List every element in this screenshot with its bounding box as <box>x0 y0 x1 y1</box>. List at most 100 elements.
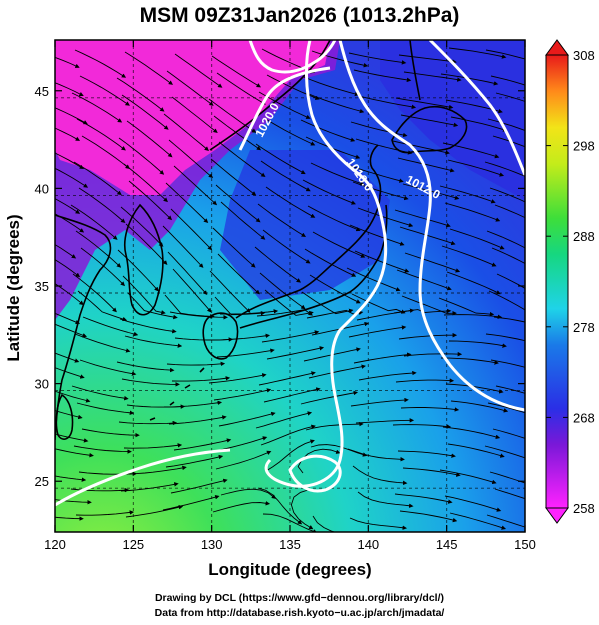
isobar-low-loop <box>288 454 342 493</box>
streamline <box>449 512 507 530</box>
streamline <box>447 443 505 458</box>
streamline <box>76 118 126 151</box>
streamline <box>78 187 126 224</box>
streamline <box>300 119 356 142</box>
colorbar-tick-label: 268 <box>573 410 595 425</box>
streamline <box>261 330 320 343</box>
streamline <box>123 443 183 449</box>
streamline <box>254 246 302 283</box>
streamline <box>173 165 218 206</box>
streamline <box>441 245 497 267</box>
streamline <box>73 445 132 454</box>
streamline <box>122 275 166 315</box>
streamline <box>120 206 164 247</box>
streamline <box>492 135 525 148</box>
streamline <box>484 445 525 459</box>
streamline <box>70 204 118 240</box>
streamline <box>395 378 455 383</box>
streamline <box>490 75 525 86</box>
streamline <box>116 77 165 112</box>
streamline <box>312 515 336 532</box>
streamline <box>438 297 495 317</box>
streamline <box>312 231 366 258</box>
isobar-1012-east <box>428 40 525 176</box>
streamline <box>349 224 405 246</box>
map-plot-area: 1020.0 1016.0 1012.0 <box>55 40 525 532</box>
streamline <box>348 52 407 65</box>
streamline <box>163 400 223 408</box>
streamline <box>403 351 463 357</box>
streamline <box>123 163 168 203</box>
streamline <box>399 510 458 523</box>
streamline <box>121 378 180 387</box>
x-tick-label: 150 <box>514 537 536 552</box>
streamline <box>487 118 525 131</box>
streamline <box>350 121 408 138</box>
streamline <box>81 135 130 169</box>
streamline <box>126 120 173 158</box>
streamline <box>357 491 414 508</box>
streamline <box>71 385 129 401</box>
streamline <box>303 76 360 97</box>
streamline <box>355 138 413 155</box>
streamline <box>394 493 453 504</box>
streamline <box>216 72 266 105</box>
streamline <box>264 289 314 316</box>
streamline <box>265 439 315 472</box>
streamline <box>121 94 169 130</box>
streamline <box>213 388 272 401</box>
streamline <box>492 428 525 439</box>
streamline <box>165 454 224 468</box>
streamline <box>400 407 460 412</box>
streamline <box>443 314 503 319</box>
isobar-south <box>55 448 231 507</box>
streamline <box>218 141 266 177</box>
streamline <box>354 250 410 273</box>
streamline <box>210 158 257 196</box>
wind-streamlines <box>55 47 525 532</box>
streamline <box>263 117 316 146</box>
streamline <box>75 230 122 268</box>
x-tick-label: 145 <box>436 537 458 552</box>
streamline <box>310 444 368 457</box>
streamline <box>398 332 458 340</box>
streamline <box>162 225 204 268</box>
streamline <box>310 162 365 186</box>
colorbar-tick-label: 288 <box>573 229 595 244</box>
y-tick-label: 35 <box>35 279 49 294</box>
streamline <box>80 247 126 287</box>
streamline <box>491 247 525 265</box>
colorbar-ticks: 258 268 278 288 298 308 <box>546 48 595 516</box>
streamline <box>442 142 500 159</box>
streamline <box>493 316 525 323</box>
streamline <box>55 213 85 233</box>
lat-lon-grid <box>55 40 525 532</box>
streamline <box>125 223 168 265</box>
streamline <box>394 209 451 228</box>
streamline <box>217 253 260 295</box>
streamline <box>81 428 140 438</box>
x-tick-label: 130 <box>201 537 223 552</box>
streamline <box>168 415 227 425</box>
streamline <box>351 293 406 314</box>
streamline <box>357 207 414 228</box>
streamline <box>220 201 266 240</box>
streamline <box>255 411 313 429</box>
streamline <box>172 268 212 313</box>
x-tick-label: 120 <box>44 537 66 552</box>
streamline <box>348 325 407 338</box>
colorbar-tick-label: 278 <box>573 320 595 335</box>
streamline <box>485 49 525 60</box>
streamline <box>55 244 77 259</box>
streamline <box>74 49 127 78</box>
streamline <box>448 340 507 348</box>
colorbar-bottom-arrow <box>545 507 569 524</box>
isobar-1012 <box>338 40 525 412</box>
streamline <box>402 467 461 477</box>
streamline <box>82 316 139 337</box>
streamline <box>257 487 303 525</box>
streamline <box>265 186 316 218</box>
streamline <box>262 513 318 532</box>
streamline <box>258 371 316 386</box>
